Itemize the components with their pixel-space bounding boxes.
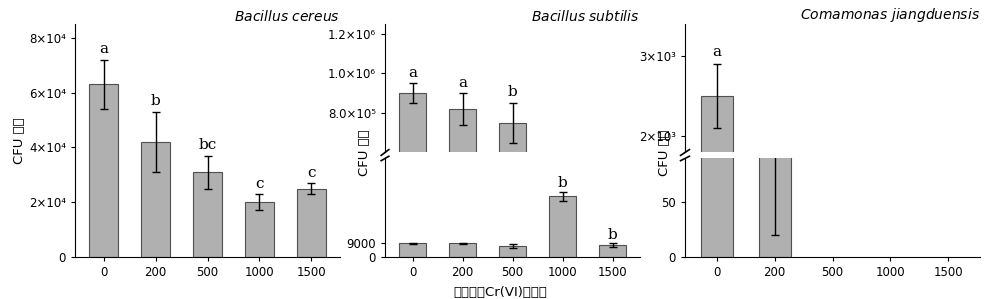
Bar [499, 123, 526, 271]
Text: b: b [508, 86, 517, 100]
Bar [701, 96, 733, 297]
Text: 不同浓度Cr(VI)缓冲液: 不同浓度Cr(VI)缓冲液 [453, 286, 547, 299]
Bar [399, 243, 426, 257]
Text: a: a [712, 45, 721, 59]
Bar [499, 246, 526, 257]
Text: CFU 计数: CFU 计数 [358, 129, 372, 176]
Text: b: b [558, 176, 567, 190]
Text: c: c [255, 177, 264, 191]
Bar [89, 84, 118, 257]
Bar [193, 172, 222, 257]
Bar [141, 142, 170, 257]
Bar [549, 196, 576, 257]
Bar [449, 109, 476, 271]
Bar [449, 243, 476, 257]
Text: a: a [458, 76, 467, 90]
Text: b: b [151, 94, 160, 109]
Text: $\it{Bacillus\ cereus}$: $\it{Bacillus\ cereus}$ [234, 9, 340, 24]
Text: a: a [99, 42, 108, 56]
Text: CFU 计数: CFU 计数 [658, 129, 672, 176]
Text: $\it{Bacillus\ subtilis}$: $\it{Bacillus\ subtilis}$ [531, 9, 640, 24]
Text: c: c [307, 166, 316, 180]
Bar [399, 93, 426, 271]
Bar [701, 0, 733, 257]
Bar [297, 189, 326, 257]
Text: a: a [408, 66, 417, 80]
Bar [245, 202, 274, 257]
Bar [599, 245, 626, 257]
Text: $\it{Comamonas\ jiangduensis}$: $\it{Comamonas\ jiangduensis}$ [800, 6, 980, 24]
Bar [759, 93, 791, 257]
Text: bc: bc [198, 138, 217, 152]
Text: b: b [608, 228, 617, 242]
Y-axis label: CFU 计数: CFU 计数 [13, 117, 26, 164]
